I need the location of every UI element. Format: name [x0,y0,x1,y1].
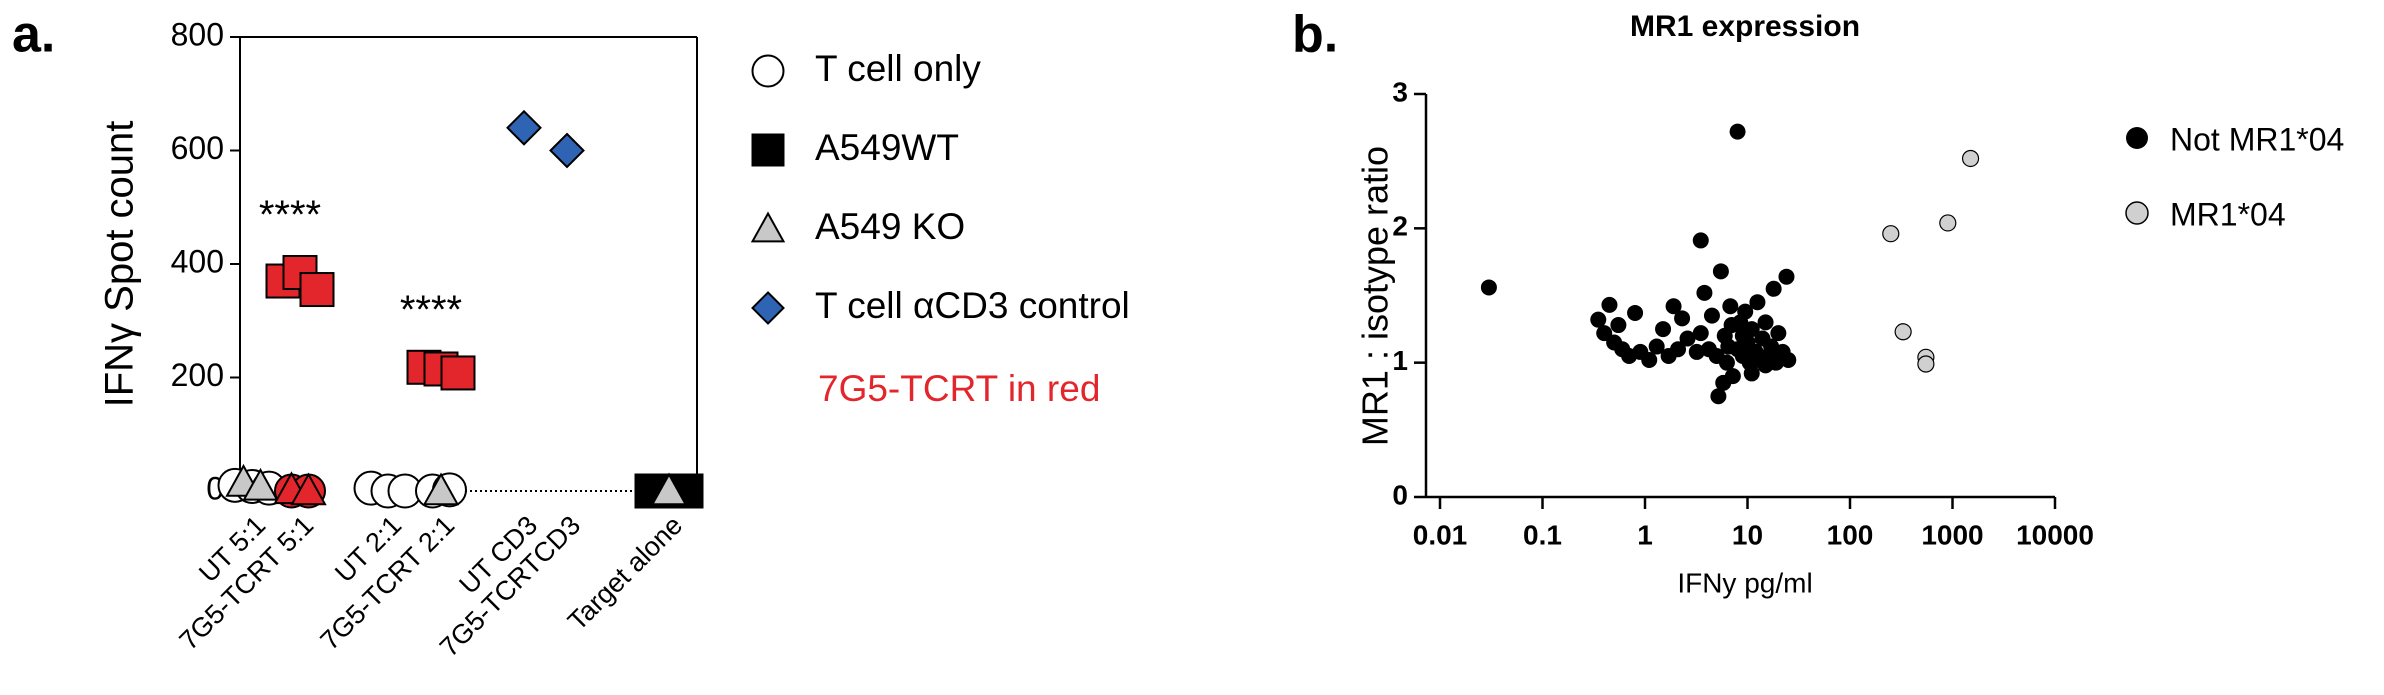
data-point [549,132,585,169]
data-point [1480,279,1497,296]
data-point [1665,298,1682,315]
data-point [1601,296,1618,313]
annotation: **** [400,288,462,332]
data-point [290,472,327,506]
x-tick-label: 1000 [1921,519,1983,550]
y-tick-label: 600 [171,130,224,166]
legend-label: T cell only [815,48,981,89]
data-point [1718,354,1735,371]
y-tick-label: 3 [1392,76,1408,107]
data-point [1729,123,1746,140]
data-point [1778,268,1795,285]
data-point [1961,149,1980,168]
data-point [650,472,688,506]
data-point [1596,325,1613,342]
x-tick-label: 0.1 [1523,519,1562,550]
data-point [1648,338,1665,355]
data-point [1703,307,1720,324]
y-tick-label: 400 [171,243,224,279]
data-point [506,109,542,146]
x-tick-label: 1 [1637,519,1653,550]
x-tick-label: 10 [1732,519,1763,550]
legend-marker [751,291,785,325]
legend-label: Not MR1*04 [2170,121,2344,157]
legend-marker [750,211,786,243]
data-point [1712,263,1729,280]
data-point [1641,351,1658,368]
data-point [242,467,279,501]
y-tick-label: 200 [171,357,224,393]
data-point [1670,341,1687,358]
data-point [440,355,476,391]
data-point [1757,314,1774,331]
data-point [1749,294,1766,311]
legend-label: A549 KO [815,206,965,247]
data-point [1692,325,1709,342]
data-point [1780,351,1797,368]
data-point [1696,284,1713,301]
data-point [1894,323,1912,341]
y-axis-label: MR1 : isotype ratio [1355,146,1396,446]
chart-title: MR1 expression [1630,10,1860,43]
panel-label: b. [1292,6,1338,64]
data-point [1724,368,1741,385]
legend-note: 7G5-TCRT in red [818,368,1100,409]
data-point [299,272,335,308]
legend-marker [751,54,785,88]
data-point [422,472,460,506]
data-point [1743,365,1760,382]
y-axis-label: IFNγ Spot count [98,121,142,408]
data-point [1939,214,1957,232]
legend-marker [751,133,785,167]
y-tick-label: 800 [171,16,224,52]
data-point [1710,388,1727,405]
data-point [1627,304,1644,321]
data-point [1734,327,1751,344]
y-tick-label: 1 [1392,345,1408,376]
data-point [1688,343,1705,360]
data-point [1610,317,1627,334]
annotation: **** [259,193,321,237]
legend-label: T cell αCD3 control [815,285,1130,326]
data-point [1770,325,1787,342]
data-point [1765,280,1782,297]
x-tick-label: 100 [1827,519,1874,550]
legend-label: A549WT [815,127,959,168]
data-point [1674,310,1691,327]
panel-label: a. [12,6,55,64]
legend-label: MR1*04 [2170,196,2286,232]
data-point [1737,303,1754,320]
data-point [1722,298,1739,315]
y-tick-label: 2 [1392,211,1408,242]
x-tick-label: 0.01 [1413,519,1468,550]
legend-marker [2125,201,2149,225]
data-point [1882,225,1900,243]
data-point [1757,357,1774,374]
legend-marker [2126,127,2148,149]
data-point [1917,355,1935,373]
data-point [1692,232,1709,249]
data-point [1655,321,1672,338]
y-tick-label: 0 [1392,479,1408,510]
x-axis-label: IFNy pg/ml [1677,567,1812,598]
data-point [1590,311,1607,328]
data-point [1679,330,1696,347]
x-tick-label: 10000 [2016,519,2094,550]
